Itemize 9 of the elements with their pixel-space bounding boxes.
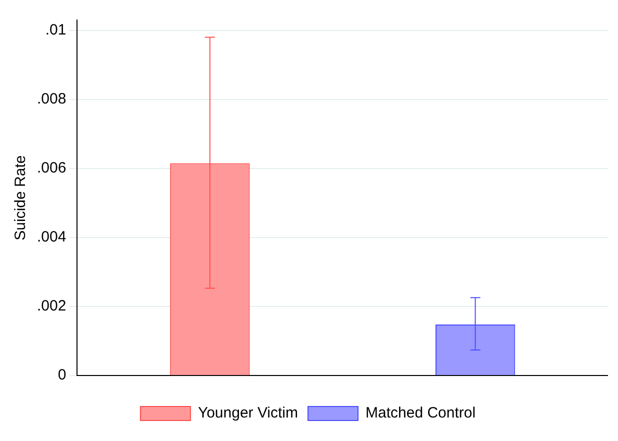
y-tick-label: .01 [45,22,66,38]
legend-label: Matched Control [366,404,476,422]
y-tick-label: .002 [36,298,66,315]
y-axis-title: Suicide Rate [12,155,30,240]
legend-label: Younger Victim [198,404,298,422]
y-tick-label: .006 [36,160,66,177]
y-tick-label: 0 [58,366,66,384]
y-tick-label: .004 [36,228,66,246]
y-tick-label: .008 [36,90,66,108]
